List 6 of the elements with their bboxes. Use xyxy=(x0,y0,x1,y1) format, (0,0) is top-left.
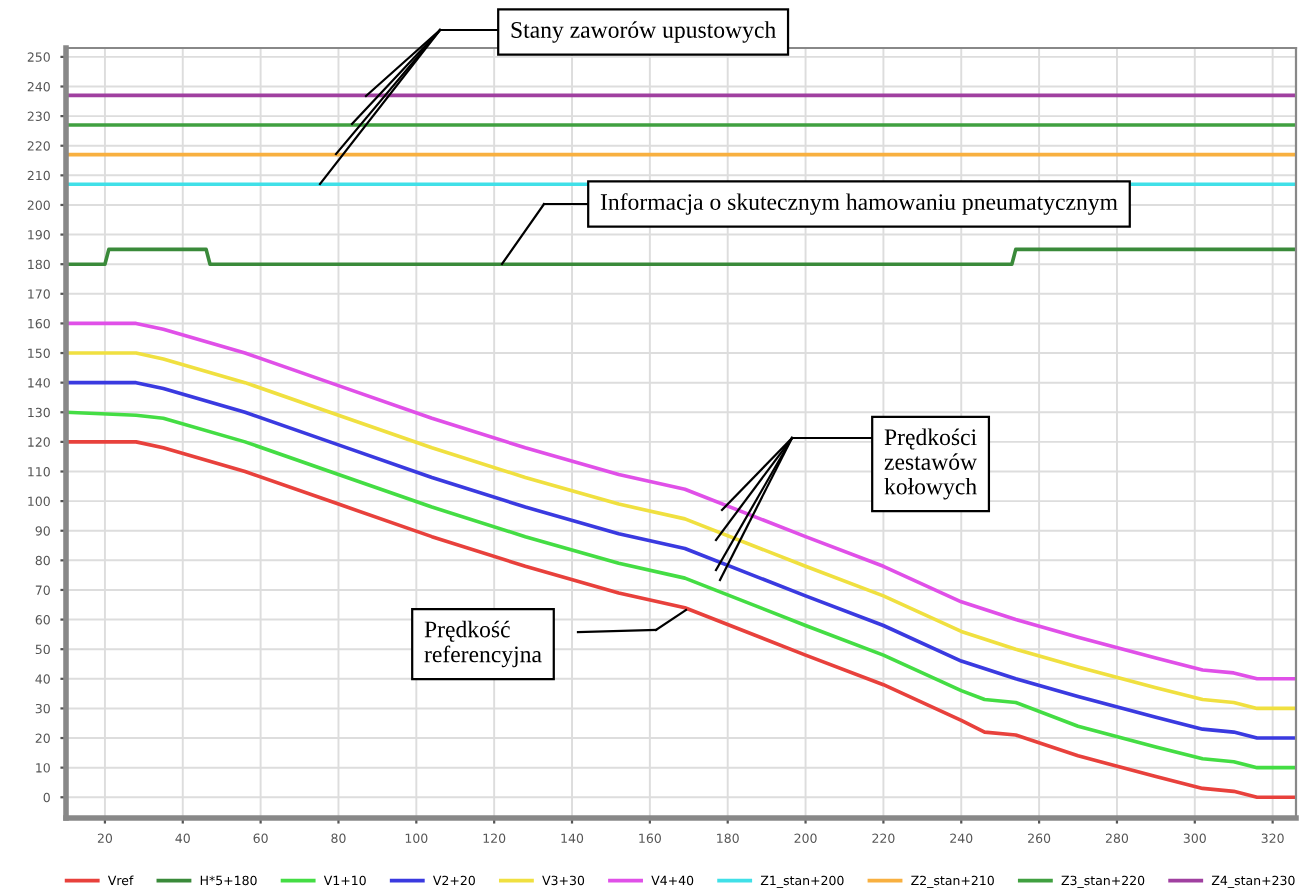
line-series xyxy=(66,410,1296,770)
annotation: Prędkości zestawów kołowych xyxy=(884,428,977,500)
text: Stany zaworów upustowych xyxy=(511,21,776,43)
annotation: Prędkość referencyjna xyxy=(424,620,542,668)
line-series xyxy=(66,321,1296,681)
annotation: Informacja o skutecznym hamowaniu pneumatycznym xyxy=(600,193,1118,215)
